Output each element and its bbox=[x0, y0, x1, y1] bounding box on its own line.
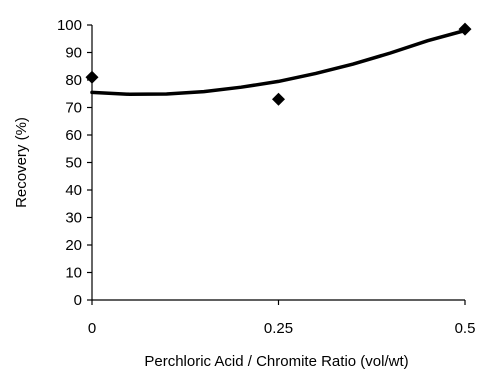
y-tick-label: 20 bbox=[65, 237, 82, 254]
y-axis-title: Recovery (%) bbox=[13, 117, 30, 208]
x-tick-label: 0.25 bbox=[264, 320, 293, 337]
trendline bbox=[90, 28, 467, 97]
plot-area: 0 10 20 30 40 50 60 70 80 90 100 0 0.25 0.5 bbox=[57, 17, 475, 337]
data-point-marker bbox=[85, 70, 99, 84]
data-markers bbox=[85, 22, 472, 106]
data-point-marker bbox=[458, 22, 472, 36]
y-ticks: 0 10 20 30 40 50 60 70 80 90 100 bbox=[57, 17, 92, 309]
y-tick-label: 80 bbox=[65, 72, 82, 89]
y-tick-label: 0 bbox=[74, 292, 82, 309]
y-tick-label: 90 bbox=[65, 45, 82, 62]
data-point-marker bbox=[272, 92, 285, 106]
y-tick-label: 30 bbox=[65, 210, 82, 227]
y-tick-label: 40 bbox=[65, 182, 82, 199]
x-axis-title: Perchloric Acid / Chromite Ratio (vol/wt… bbox=[144, 353, 408, 370]
y-tick-label: 60 bbox=[65, 127, 82, 144]
y-tick-label: 50 bbox=[65, 155, 82, 172]
x-tick-label: 0 bbox=[88, 320, 96, 337]
y-tick-label: 100 bbox=[57, 17, 82, 34]
x-tick-label: 0.5 bbox=[455, 320, 476, 337]
y-tick-label: 70 bbox=[65, 100, 82, 117]
y-tick-label: 10 bbox=[65, 265, 82, 282]
x-ticks: 0 0.25 0.5 bbox=[88, 300, 476, 337]
